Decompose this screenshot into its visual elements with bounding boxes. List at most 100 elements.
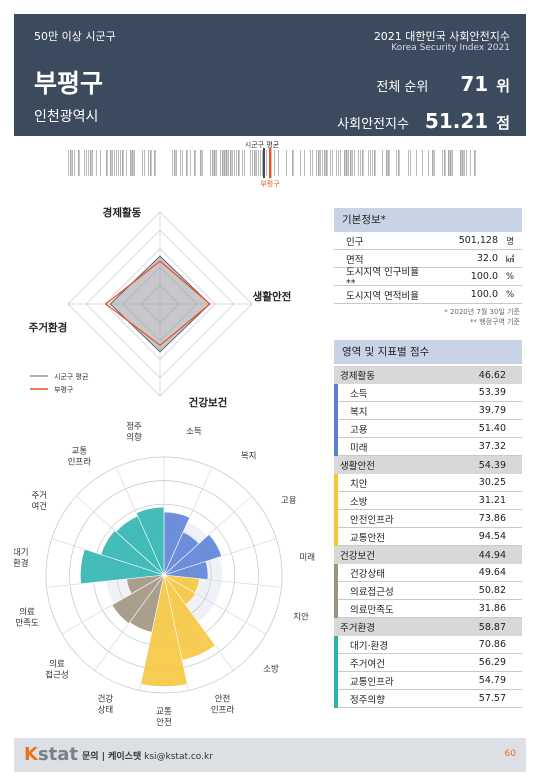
barcode-tick	[214, 150, 216, 176]
rose-petal-label: 소득	[186, 427, 202, 437]
category-label: 50만 이상 시군구	[34, 30, 116, 43]
barcode-tick	[344, 150, 346, 176]
indicator-row: 교통인프라 54.79	[334, 671, 522, 690]
barcode-tick	[106, 150, 108, 176]
rose-petal-label: 의료 접근성	[45, 658, 68, 680]
barcode-tick	[452, 150, 453, 176]
rose-petal-label: 미래	[299, 553, 315, 563]
barcode-tick	[360, 150, 361, 176]
barcode-tick	[388, 150, 390, 176]
barcode-tick	[460, 150, 462, 176]
barcode-tick	[210, 150, 211, 176]
barcode-tick	[112, 150, 113, 176]
barcode-tick	[110, 150, 112, 176]
overall-score: 사회안전지수 51.21 점	[337, 109, 510, 133]
barcode-tick	[368, 150, 369, 176]
rose-petal-label: 교통 인프라	[68, 447, 92, 468]
barcode-tick	[84, 150, 85, 176]
barcode-tick	[88, 150, 89, 176]
barcode-tick	[226, 150, 228, 176]
district-name: 부평구	[34, 69, 104, 98]
domain-row: 경제활동 46.62	[334, 366, 522, 384]
index-subtitle: Korea Security Index 2021	[391, 43, 510, 53]
barcode-tick	[340, 150, 341, 176]
rose-petal-label: 의료 만족도	[15, 606, 39, 628]
rose-petal-label: 건강 상태	[98, 694, 114, 716]
barcode-tick	[396, 150, 397, 176]
barcode-tick	[100, 150, 101, 176]
barcode-tick	[316, 150, 317, 176]
barcode-tick	[408, 150, 409, 176]
barcode-tick	[462, 150, 464, 176]
barcode-tick	[86, 150, 87, 176]
contact-email: ksi@kstat.co.kr	[144, 752, 213, 762]
barcode-tick	[224, 150, 226, 176]
index-title: 2021 대한민국 사회안전지수	[373, 30, 510, 43]
radar-axis-label: 생활안전	[253, 290, 292, 303]
score-value: 51.21	[424, 109, 489, 133]
barcode-tick	[242, 150, 243, 176]
barcode-tick	[258, 150, 259, 176]
rose-petal-label: 치안	[293, 611, 309, 622]
barcode-tick	[346, 150, 348, 176]
barcode-tick	[92, 150, 93, 176]
barcode-tick	[292, 150, 294, 176]
barcode-tick	[176, 150, 177, 176]
indicator-row: 복지 39.79	[334, 401, 522, 420]
barcode-tick	[96, 150, 97, 176]
barcode-tick	[410, 150, 411, 176]
barcode-tick	[244, 150, 245, 176]
barcode-tick	[236, 150, 237, 176]
radar-axis-label: 주거환경	[29, 321, 68, 334]
barcode-tick	[202, 150, 203, 176]
barcode-self-marker	[269, 148, 272, 178]
rose-petal	[163, 561, 209, 580]
barcode-tick	[442, 150, 443, 176]
barcode-tick	[300, 150, 301, 176]
barcode-tick	[172, 150, 173, 176]
basic-info-title: 기본정보*	[334, 208, 522, 232]
barcode-tick	[150, 150, 152, 176]
barcode-tick	[466, 150, 467, 176]
radar-axis-label: 건강보건	[189, 396, 228, 409]
indicator-row: 의료만족도 31.86	[334, 599, 522, 618]
title-banner: 50만 이상 시군구 부평구 인천광역시 2021 대한민국 사회안전지수 Ko…	[14, 14, 526, 136]
scores-title: 영역 및 지표별 점수	[334, 340, 522, 364]
barcode-tick	[180, 150, 181, 176]
barcode-tick	[326, 150, 328, 176]
barcode-tick	[348, 150, 349, 176]
rose-petal	[100, 530, 165, 576]
barcode-tick	[444, 150, 446, 176]
barcode-tick	[304, 150, 305, 176]
barcode-tick	[74, 150, 75, 176]
barcode-tick	[234, 150, 235, 176]
barcode-tick	[114, 150, 115, 176]
barcode-tick	[148, 150, 149, 176]
barcode-tick	[324, 150, 326, 176]
barcode-tick	[352, 150, 353, 176]
basic-info-table: 인구 501,128 명 면적 32.0 ㎢ 도시지역 인구비율** 100.0…	[334, 232, 522, 304]
kstat-logo: Kstat	[24, 744, 79, 765]
barcode-tick	[182, 150, 183, 176]
rank-unit: 위	[496, 77, 510, 95]
barcode-tick	[144, 150, 145, 176]
barcode-tick	[126, 150, 127, 176]
barcode-average-marker	[263, 148, 265, 178]
domain-row: 건강보건 44.94	[334, 546, 522, 564]
barcode-tick	[448, 150, 450, 176]
barcode-tick	[332, 150, 333, 176]
barcode-tick	[154, 150, 156, 176]
barcode-tick	[174, 150, 176, 176]
barcode-tick	[250, 150, 251, 176]
barcode-tick	[432, 150, 434, 176]
barcode-tick	[370, 150, 371, 176]
barcode-tick	[330, 150, 331, 176]
radar-average-polygon	[109, 255, 211, 353]
indicator-row: 소방 31.21	[334, 491, 522, 510]
barcode-self-label: 부평구	[260, 179, 280, 188]
barcode-tick	[416, 150, 417, 176]
barcode-tick	[232, 150, 233, 176]
info-note-admin: ** 행정구역 기준	[469, 318, 520, 326]
barcode-tick	[90, 150, 92, 176]
